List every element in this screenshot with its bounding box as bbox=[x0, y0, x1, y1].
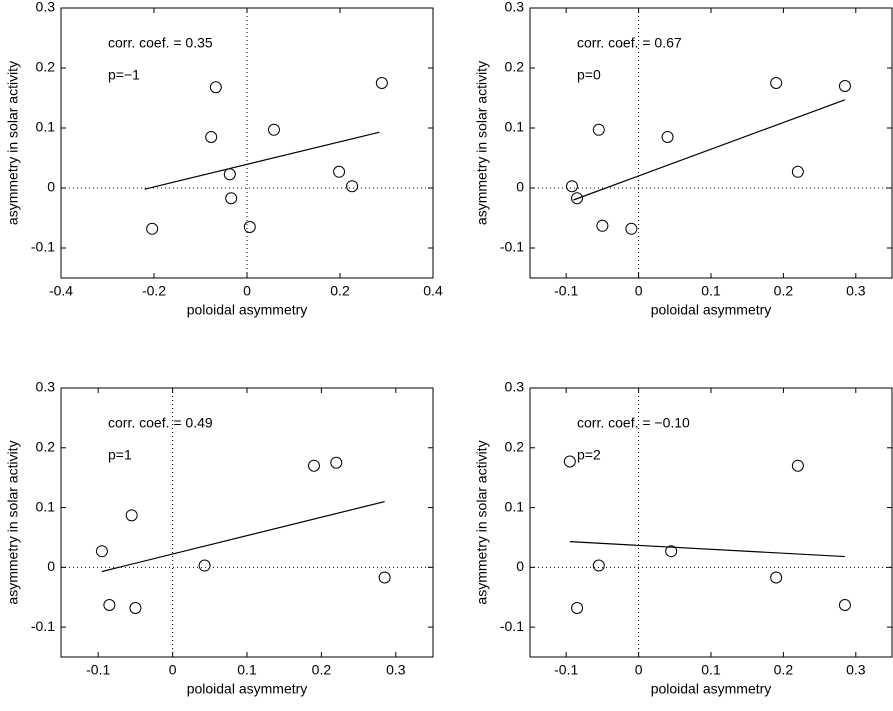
data-point bbox=[267, 123, 280, 136]
x-tick-label: 0.2 bbox=[774, 283, 794, 299]
data-point bbox=[838, 598, 851, 611]
x-axis-label: poloidal asymmetry bbox=[187, 302, 308, 318]
data-point bbox=[592, 123, 605, 136]
x-tick-label: 0.1 bbox=[701, 283, 721, 299]
y-tick-label: 0 bbox=[47, 179, 55, 195]
data-point bbox=[146, 222, 159, 235]
data-point bbox=[791, 459, 804, 472]
data-point bbox=[592, 559, 605, 572]
x-axis-label: poloidal asymmetry bbox=[651, 681, 772, 697]
data-point bbox=[198, 559, 211, 572]
x-tick-label: -0.4 bbox=[49, 283, 73, 299]
x-tick-label: 0.2 bbox=[774, 662, 794, 678]
y-tick-label: 0.1 bbox=[505, 498, 525, 514]
data-point bbox=[661, 131, 674, 143]
y-tick-label: 0.2 bbox=[36, 59, 56, 75]
annotation: p=2 bbox=[577, 447, 601, 463]
data-point bbox=[375, 77, 388, 89]
annotation: p=1 bbox=[108, 447, 132, 463]
x-axis-label: poloidal asymmetry bbox=[651, 302, 772, 318]
y-tick-label: 0 bbox=[516, 179, 524, 195]
data-point bbox=[770, 77, 783, 89]
y-axis-label: asymmetry in solar activity bbox=[5, 440, 21, 604]
y-tick-label: 0.1 bbox=[505, 119, 525, 135]
x-tick-label: 0.3 bbox=[846, 283, 866, 299]
y-tick-label: 0.3 bbox=[36, 379, 56, 395]
fit-line bbox=[573, 99, 846, 201]
y-tick-label: 0.1 bbox=[36, 498, 56, 514]
x-tick-label: 0.4 bbox=[423, 283, 443, 299]
y-tick-label: -0.1 bbox=[500, 618, 524, 634]
y-tick-label: 0.2 bbox=[505, 59, 525, 75]
data-point bbox=[565, 180, 578, 193]
data-point bbox=[307, 459, 320, 472]
annotation: corr. coef. = 0.67 bbox=[577, 35, 682, 51]
data-point bbox=[571, 601, 584, 614]
y-tick-label: 0.2 bbox=[36, 438, 56, 454]
data-point bbox=[129, 601, 142, 614]
y-tick-label: 0.3 bbox=[505, 0, 525, 15]
data-point bbox=[103, 598, 116, 611]
y-tick-label: 0 bbox=[516, 558, 524, 574]
data-point bbox=[95, 545, 108, 558]
y-tick-label: 0.2 bbox=[505, 438, 525, 454]
x-tick-label: -0.2 bbox=[142, 283, 166, 299]
y-axis-label: asymmetry in solar activity bbox=[474, 440, 490, 604]
y-tick-label: 0.1 bbox=[36, 119, 56, 135]
data-point bbox=[378, 571, 391, 584]
data-point bbox=[625, 222, 638, 235]
x-tick-label: -0.1 bbox=[554, 283, 578, 299]
x-tick-label: 0.3 bbox=[846, 662, 866, 678]
fit-line bbox=[144, 131, 380, 190]
y-tick-label: 0.3 bbox=[36, 0, 56, 15]
x-tick-label: 0.1 bbox=[237, 662, 257, 678]
data-point bbox=[346, 180, 359, 193]
x-tick-label: 0.2 bbox=[312, 662, 332, 678]
x-tick-label: -0.1 bbox=[554, 662, 578, 678]
annotation: p=0 bbox=[577, 67, 601, 83]
x-tick-label: 0 bbox=[243, 283, 251, 299]
data-point bbox=[205, 131, 218, 143]
x-tick-label: 0.2 bbox=[330, 283, 350, 299]
x-tick-label: 0.1 bbox=[701, 662, 721, 678]
data-point bbox=[665, 545, 678, 558]
data-point bbox=[571, 192, 584, 205]
data-point bbox=[838, 80, 851, 92]
x-tick-label: 0 bbox=[169, 662, 177, 678]
y-tick-label: -0.1 bbox=[31, 618, 55, 634]
data-point bbox=[209, 81, 222, 94]
data-point bbox=[563, 455, 576, 468]
data-point bbox=[125, 509, 138, 522]
annotation: p=−1 bbox=[108, 67, 140, 83]
x-axis-label: poloidal asymmetry bbox=[187, 681, 308, 697]
data-point bbox=[243, 221, 256, 233]
data-point bbox=[770, 571, 783, 584]
x-tick-label: -0.1 bbox=[86, 662, 110, 678]
y-tick-label: 0 bbox=[47, 558, 55, 574]
data-point bbox=[791, 165, 804, 178]
data-point bbox=[330, 456, 343, 469]
y-tick-label: -0.1 bbox=[31, 239, 55, 255]
annotation: corr. coef. = 0.49 bbox=[108, 415, 213, 431]
x-tick-label: 0.3 bbox=[386, 662, 406, 678]
y-tick-label: -0.1 bbox=[500, 239, 524, 255]
annotation: corr. coef. = 0.35 bbox=[108, 35, 213, 51]
fit-line bbox=[101, 500, 385, 573]
y-axis-label: asymmetry in solar activity bbox=[474, 61, 490, 225]
data-point bbox=[596, 219, 609, 232]
data-point bbox=[333, 165, 346, 178]
y-tick-label: 0.3 bbox=[505, 379, 525, 395]
fit-line bbox=[569, 541, 845, 558]
y-axis-label: asymmetry in solar activity bbox=[5, 61, 21, 225]
x-tick-label: 0 bbox=[635, 662, 643, 678]
x-tick-label: 0 bbox=[635, 283, 643, 299]
data-point bbox=[225, 192, 238, 205]
annotation: corr. coef. = −0.10 bbox=[577, 415, 690, 431]
data-point bbox=[223, 168, 236, 181]
